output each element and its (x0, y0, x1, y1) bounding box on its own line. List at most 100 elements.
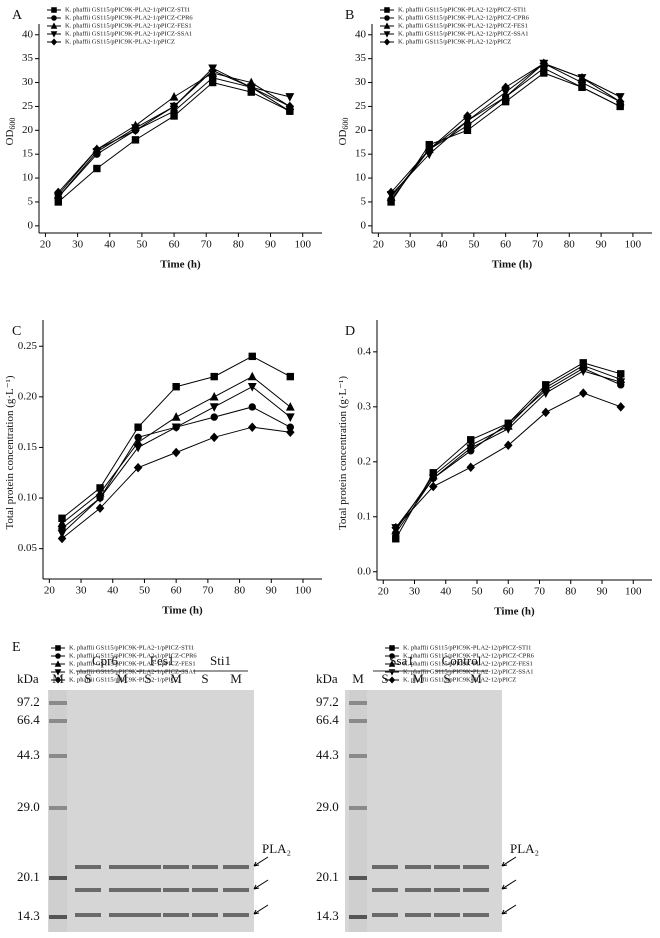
marker (616, 402, 626, 412)
x-tick-label: 60 (169, 239, 181, 251)
panel-label: B (345, 8, 354, 23)
lane-label: M (352, 671, 364, 686)
series-line (395, 362, 621, 540)
x-tick-label: 30 (76, 585, 88, 597)
marker (541, 407, 551, 418)
series-line (61, 426, 291, 539)
marker-size: 14.3 (316, 908, 339, 923)
group-label: Fes1 (150, 653, 175, 668)
legend-label: K. phaffii GS115/pPIC9K-PLA2-12/pPICZ-SS… (403, 668, 534, 675)
protein-band (75, 913, 101, 917)
x-tick-label: 50 (139, 585, 151, 597)
x-axis-label: Time (h) (494, 606, 535, 618)
x-tick-label: 20 (373, 239, 385, 251)
protein-band (75, 865, 101, 869)
protein-band (109, 913, 135, 917)
marker (578, 367, 588, 376)
protein-band (405, 913, 431, 917)
marker (209, 432, 219, 443)
arrow (253, 879, 269, 890)
y-tick-label: 0 (28, 219, 34, 231)
legend-marker (389, 653, 395, 659)
marker (503, 425, 513, 434)
legend-marker (54, 660, 62, 667)
lane-label: M (412, 671, 424, 686)
y-tick-label: 0.05 (18, 542, 38, 554)
legend-marker (389, 645, 395, 651)
marker (209, 391, 219, 401)
x-axis-label: Time (h) (160, 259, 201, 271)
legend-label: K. phaffii GS115/pPIC9K-PLA2-1/pPICZ-FES… (65, 22, 192, 29)
legend-marker (50, 31, 58, 38)
protein-band (372, 913, 398, 917)
marker (169, 91, 179, 101)
marker-band (349, 915, 367, 919)
legend-marker (51, 15, 57, 21)
y-tick-label: 0.0 (357, 565, 371, 577)
x-tick-label: 80 (564, 239, 576, 251)
y-tick-label: 5 (361, 195, 367, 207)
group-label: Cpr6 (92, 653, 119, 668)
marker (169, 101, 179, 112)
x-tick-label: 100 (625, 586, 642, 598)
protein-band (192, 888, 218, 892)
legend-marker (384, 7, 390, 13)
y-tick-label: 0.2 (357, 455, 371, 467)
legend-label: K. phaffii GS115/pPIC9K-PLA2-12/pPICZ (403, 676, 516, 683)
legend-marker (50, 22, 58, 29)
legend-label: K. phaffii GS115/pPIC9K-PLA2-12/pPICZ-FE… (398, 22, 528, 29)
marker (247, 383, 257, 392)
marker (428, 481, 438, 492)
y-tick-label: 5 (28, 195, 34, 207)
lane-label: M (170, 671, 182, 686)
legend-marker (55, 653, 61, 659)
marker-band (49, 915, 67, 919)
legend-marker (384, 15, 390, 21)
legend-marker (388, 660, 396, 667)
marker (57, 533, 67, 544)
marker (57, 529, 67, 539)
y-tick-label: 0.15 (18, 441, 38, 453)
x-tick-label: 90 (265, 239, 277, 251)
lane-label: S (144, 671, 151, 686)
legend-marker (383, 31, 391, 38)
marker (286, 372, 294, 381)
lane-label: M (116, 671, 128, 686)
protein-band (135, 888, 161, 892)
arrow (253, 904, 269, 915)
x-tick-label: 30 (72, 239, 84, 251)
marker (539, 58, 549, 69)
legend-marker (55, 645, 61, 651)
marker (285, 93, 295, 102)
arrow (501, 856, 517, 867)
legend-label: K. phaffii GS115/pPIC9K-PLA2-1/pPICZ-CPR… (69, 652, 197, 659)
x-axis-label: Time (h) (162, 605, 203, 617)
group-label: Ssa1 (389, 653, 414, 668)
protein-band (372, 888, 398, 892)
protein-band (434, 865, 460, 869)
legend-marker (54, 669, 62, 676)
marker (95, 494, 105, 503)
marker (171, 423, 181, 433)
marker (54, 187, 63, 198)
x-tick-label: 70 (202, 585, 214, 597)
legend-label: K. phaffii GS115/pPIC9K-PLA2-12/pPICZ-ST… (403, 644, 531, 651)
x-tick-label: 20 (378, 586, 390, 598)
legend-label: K. phaffii GS115/pPIC9K-PLA2-1/pPICZ (69, 676, 179, 683)
marker-lane (49, 690, 67, 932)
group-label: Control (442, 653, 482, 668)
arrow (253, 856, 269, 867)
arrow (501, 904, 517, 915)
marker (386, 187, 396, 198)
y-tick-label: 15 (355, 148, 367, 160)
unit-label: kDa (17, 671, 39, 686)
y-axis-label: OD600 (4, 118, 17, 146)
y-tick-label: 0.4 (357, 345, 371, 357)
lane-label: S (84, 671, 91, 686)
marker (285, 402, 295, 411)
x-tick-label: 30 (405, 239, 417, 251)
x-tick-label: 70 (532, 239, 544, 251)
x-tick-label: 100 (625, 239, 642, 251)
x-tick-label: 80 (234, 585, 246, 597)
